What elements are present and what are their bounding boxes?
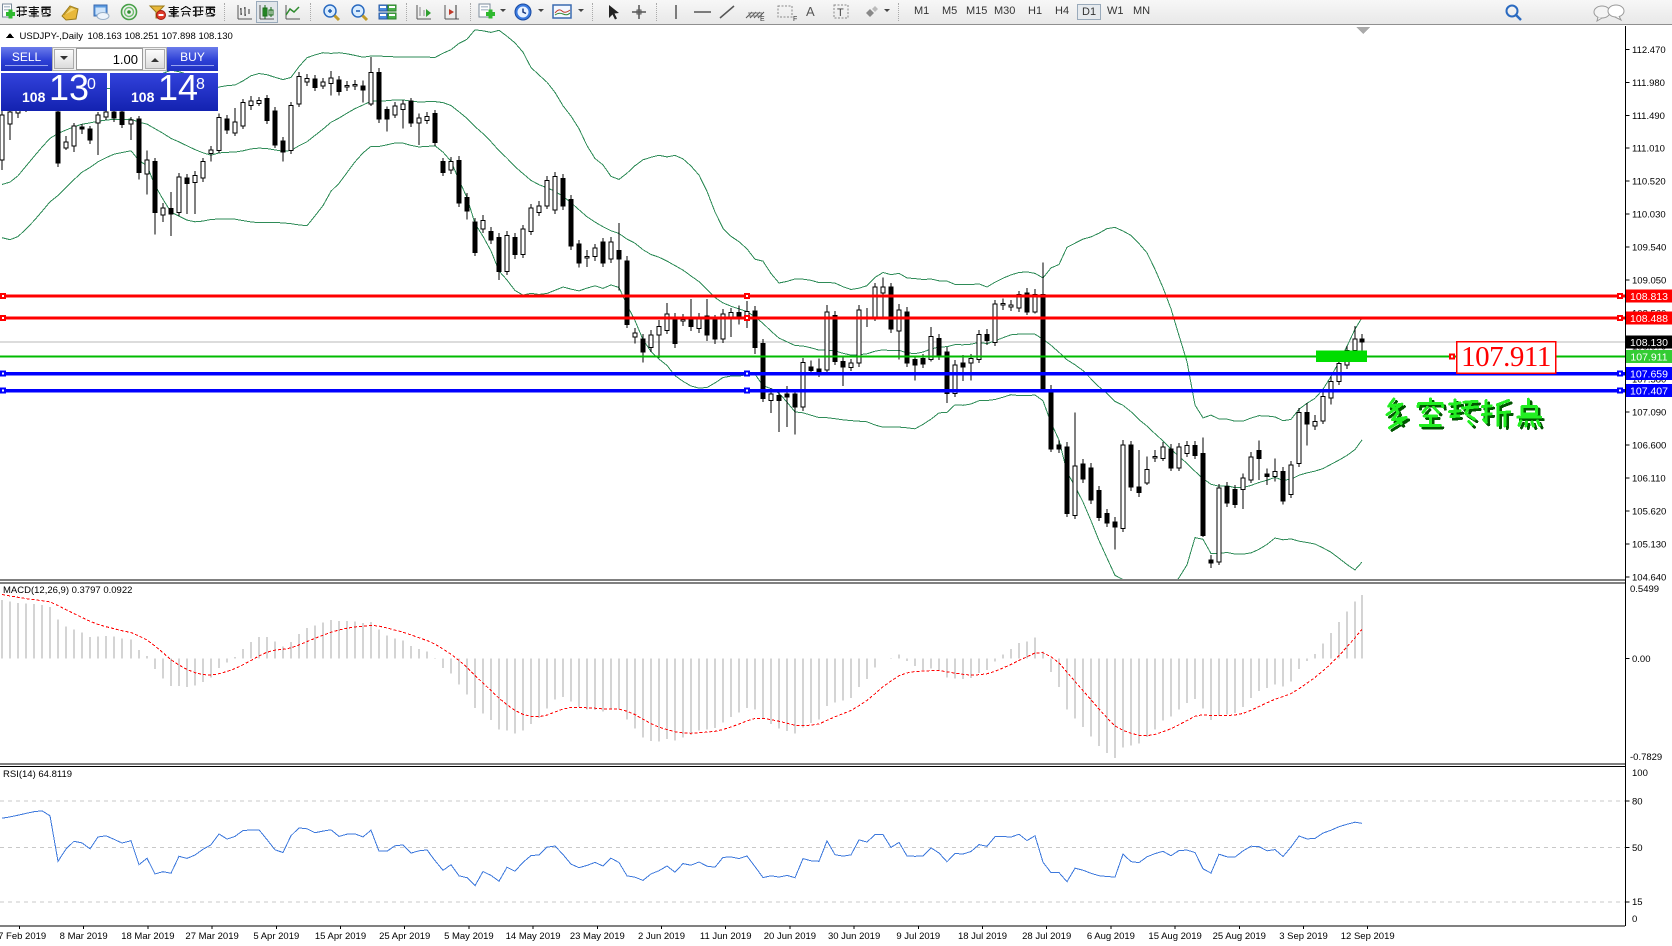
svg-text:RSI(14) 64.8119: RSI(14) 64.8119 — [3, 769, 72, 780]
svg-text:107.659: 107.659 — [1630, 369, 1668, 381]
svg-text:15: 15 — [1632, 897, 1643, 908]
svg-text:5 Apr 2019: 5 Apr 2019 — [253, 931, 299, 942]
svg-text:-0.7829: -0.7829 — [1630, 752, 1662, 763]
svg-text:110.030: 110.030 — [1632, 209, 1666, 220]
svg-text:107.911: 107.911 — [1461, 341, 1551, 373]
svg-text:25 Apr 2019: 25 Apr 2019 — [379, 931, 430, 942]
svg-text:108.488: 108.488 — [1630, 313, 1668, 325]
svg-text:106.110: 106.110 — [1632, 474, 1666, 485]
svg-text:105.620: 105.620 — [1632, 507, 1666, 518]
svg-text:F: F — [793, 16, 797, 22]
svg-text:111.490: 111.490 — [1632, 111, 1665, 122]
svg-text:14 May 2019: 14 May 2019 — [506, 931, 561, 942]
svg-text:100: 100 — [1632, 768, 1648, 779]
svg-text:25 Aug 2019: 25 Aug 2019 — [1213, 931, 1266, 942]
svg-text:112.470: 112.470 — [1632, 45, 1666, 56]
svg-text:108.813: 108.813 — [1630, 291, 1668, 303]
svg-text:20 Jun 2019: 20 Jun 2019 — [764, 931, 816, 942]
svg-text:USDJPY-,Daily: USDJPY-,Daily — [20, 31, 84, 42]
svg-text:0: 0 — [1632, 914, 1637, 925]
svg-text:15 Apr 2019: 15 Apr 2019 — [315, 931, 366, 942]
svg-text:50: 50 — [1632, 843, 1643, 854]
svg-text:27 Mar 2019: 27 Mar 2019 — [185, 931, 238, 942]
svg-text:3 Sep 2019: 3 Sep 2019 — [1279, 931, 1328, 942]
svg-text:MACD(12,26,9) 0.3797 0.0922: MACD(12,26,9) 0.3797 0.0922 — [3, 585, 132, 596]
svg-text:15 Aug 2019: 15 Aug 2019 — [1148, 931, 1201, 942]
svg-text:105.130: 105.130 — [1632, 540, 1666, 551]
svg-text:108.130: 108.130 — [1630, 337, 1668, 349]
svg-text:106.600: 106.600 — [1632, 441, 1666, 452]
svg-text:E: E — [760, 16, 765, 22]
svg-text:104.640: 104.640 — [1632, 573, 1666, 584]
svg-text:109.540: 109.540 — [1632, 242, 1666, 253]
svg-text:23 May 2019: 23 May 2019 — [570, 931, 625, 942]
svg-text:111.980: 111.980 — [1632, 78, 1665, 89]
svg-text:T: T — [837, 7, 844, 19]
svg-text:18 Jul 2019: 18 Jul 2019 — [958, 931, 1007, 942]
svg-text:109.050: 109.050 — [1632, 275, 1666, 286]
svg-text:0.00: 0.00 — [1632, 654, 1651, 665]
svg-text:6 Aug 2019: 6 Aug 2019 — [1087, 931, 1135, 942]
svg-text:28 Jul 2019: 28 Jul 2019 — [1022, 931, 1071, 942]
svg-text:107.407: 107.407 — [1630, 386, 1668, 398]
svg-text:8 Mar 2019: 8 Mar 2019 — [60, 931, 108, 942]
svg-text:27 Feb 2019: 27 Feb 2019 — [0, 931, 46, 942]
svg-text:30 Jun 2019: 30 Jun 2019 — [828, 931, 880, 942]
svg-text:2 Jun 2019: 2 Jun 2019 — [638, 931, 685, 942]
svg-text:111.010: 111.010 — [1632, 143, 1665, 154]
svg-text:11 Jun 2019: 11 Jun 2019 — [700, 931, 752, 942]
svg-text:80: 80 — [1632, 797, 1643, 808]
svg-text:18 Mar 2019: 18 Mar 2019 — [121, 931, 174, 942]
svg-text:0.5499: 0.5499 — [1630, 584, 1659, 595]
svg-text:108.163 108.251 107.898 108.13: 108.163 108.251 107.898 108.130 — [88, 31, 233, 42]
svg-text:12 Sep 2019: 12 Sep 2019 — [1341, 931, 1395, 942]
svg-text:107.911: 107.911 — [1630, 352, 1667, 364]
svg-text:107.090: 107.090 — [1632, 408, 1666, 419]
svg-text:110.520: 110.520 — [1632, 176, 1666, 187]
svg-text:9 Jul 2019: 9 Jul 2019 — [896, 931, 940, 942]
svg-text:5 May 2019: 5 May 2019 — [444, 931, 494, 942]
